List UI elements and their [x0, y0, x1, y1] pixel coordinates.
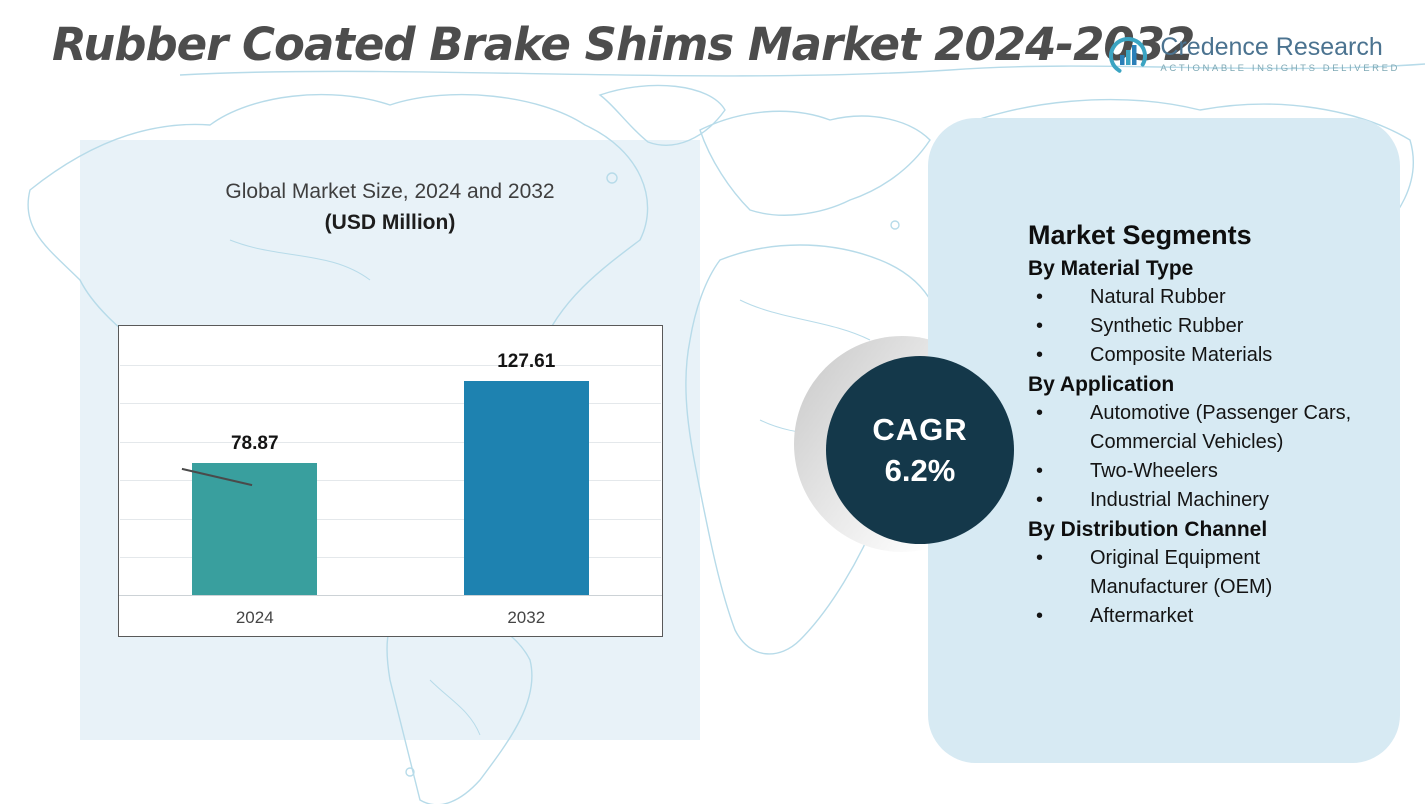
- bar-value-label: 78.87: [230, 433, 279, 454]
- segment-item: Synthetic Rubber: [1028, 312, 1372, 341]
- chart-header: Global Market Size, 2024 and 2032 (USD M…: [120, 180, 660, 235]
- segment-item: Industrial Machinery: [1028, 486, 1372, 515]
- cagr-badge: CAGR 6.2%: [826, 356, 1014, 544]
- logo-name: Credence Research: [1160, 33, 1383, 61]
- segment-item: Original Equipment Manufacturer (OEM): [1028, 544, 1372, 602]
- x-axis-label: 2024: [235, 608, 274, 627]
- bar-chart: 78.87 2024 127.61 2032: [118, 325, 663, 637]
- bar-2032: [463, 381, 589, 595]
- segment-groups: By Material Type Natural RubberSynthetic …: [1028, 257, 1372, 631]
- bar-value-label: 127.61: [497, 351, 556, 372]
- bar-group: 78.87 2024: [160, 433, 350, 627]
- segment-item: Two-Wheelers: [1028, 457, 1372, 486]
- segment-group-heading: By Application: [1028, 373, 1175, 396]
- cagr-value: 6.2%: [884, 452, 956, 488]
- logo-tagline: Actionable Insights Delivered: [1160, 63, 1400, 75]
- bar-2024: [192, 463, 318, 595]
- page-title: Rubber Coated Brake Shims Market 2024-20…: [52, 18, 1195, 71]
- segment-list: Automotive (Passenger Cars, Commercial V…: [1028, 399, 1372, 515]
- bar-group: 127.61 2032: [431, 351, 621, 627]
- credence-logo: Credence Research Actionable Insights De…: [1106, 34, 1400, 78]
- segment-item: Natural Rubber: [1028, 283, 1372, 312]
- segment-item: Automotive (Passenger Cars, Commercial V…: [1028, 399, 1372, 457]
- x-axis-label: 2032: [507, 608, 546, 627]
- segment-item: Aftermarket: [1028, 602, 1372, 631]
- segment-group-heading: By Material Type: [1028, 257, 1194, 280]
- segment-group-heading: By Distribution Channel: [1028, 518, 1268, 541]
- segment-list: Natural RubberSynthetic RubberComposite …: [1028, 283, 1372, 370]
- segment-list: Original Equipment Manufacturer (OEM)Aft…: [1028, 544, 1372, 631]
- x-axis-line: [119, 595, 662, 596]
- chart-subtitle: (USD Million): [324, 211, 456, 234]
- segment-item: Composite Materials: [1028, 341, 1372, 370]
- segments-title: Market Segments: [1028, 220, 1252, 250]
- chart-title: Global Market Size, 2024 and 2032: [225, 180, 555, 203]
- credence-logo-icon: [1109, 37, 1148, 75]
- cagr-label: CAGR: [872, 411, 968, 447]
